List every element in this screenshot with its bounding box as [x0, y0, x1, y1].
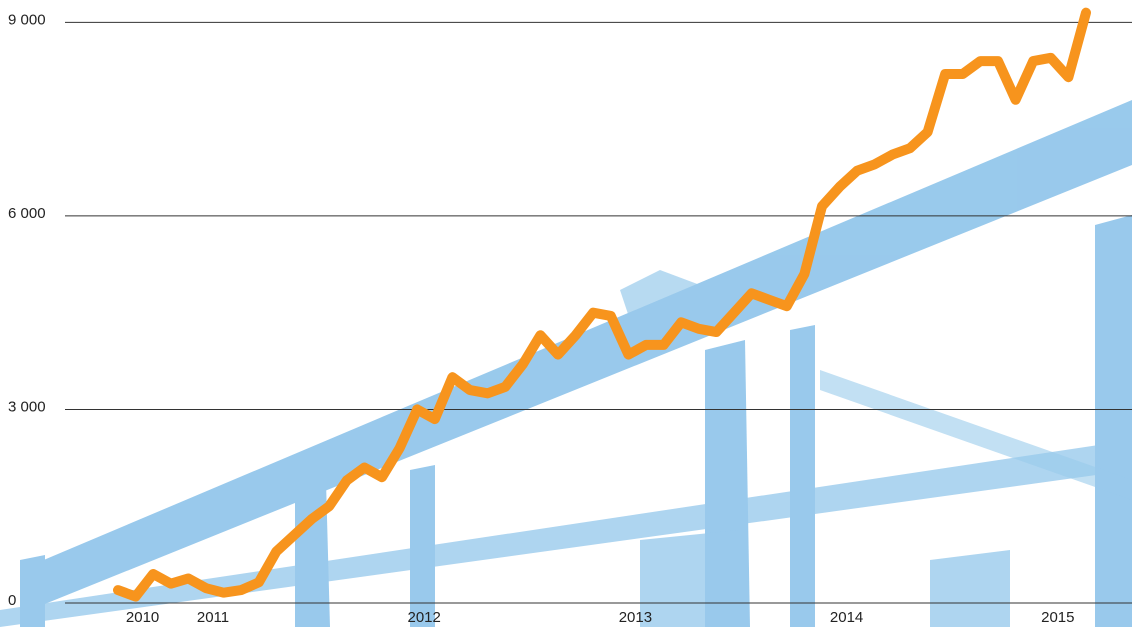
y-tick-label: 0 [8, 592, 16, 609]
x-tick-label: 2015 [1041, 609, 1074, 626]
y-tick-label: 9 000 [8, 11, 46, 28]
x-tick-label: 2010 [126, 609, 159, 626]
y-tick-label: 3 000 [8, 398, 46, 415]
x-tick-label: 2014 [830, 609, 863, 626]
y-tick-label: 6 000 [8, 205, 46, 222]
x-tick-label: 2013 [619, 609, 652, 626]
data-line [113, 7, 1091, 602]
background-illustration [0, 100, 1132, 627]
x-tick-label: 2012 [408, 609, 441, 626]
x-tick-label: 2011 [197, 609, 229, 626]
